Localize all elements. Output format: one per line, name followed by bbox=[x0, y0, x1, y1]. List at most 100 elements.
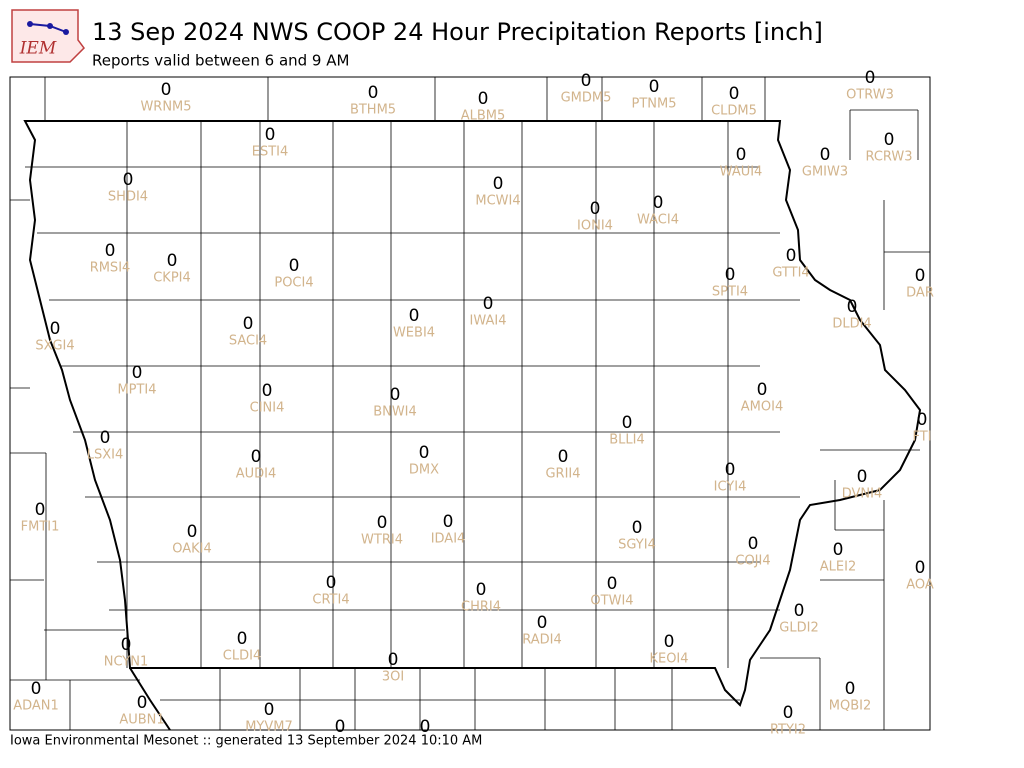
station-name: POCI4 bbox=[274, 276, 313, 291]
station-value: 0 bbox=[607, 574, 618, 594]
logo: IEM bbox=[11, 9, 85, 63]
station-name: BLLI4 bbox=[609, 433, 645, 448]
station-name: LSXI4 bbox=[87, 448, 124, 463]
station-name: IWAI4 bbox=[470, 314, 507, 329]
station-value: 0 bbox=[915, 266, 926, 286]
station-value: 0 bbox=[187, 522, 198, 542]
station-name: ADAN1 bbox=[13, 699, 59, 714]
station-value: 0 bbox=[237, 629, 248, 649]
station-value: 0 bbox=[483, 294, 494, 314]
station-name: SPTI4 bbox=[712, 285, 748, 300]
station-name: GRII4 bbox=[545, 467, 580, 482]
station-name: IONI4 bbox=[577, 219, 613, 234]
station-name: SACI4 bbox=[229, 334, 267, 349]
station-name: PTNM5 bbox=[632, 97, 677, 112]
station-name: CINI4 bbox=[250, 401, 285, 416]
station-value: 0 bbox=[243, 314, 254, 334]
map-frame bbox=[9, 76, 931, 731]
station-name: CKPI4 bbox=[153, 271, 191, 286]
station-name: MYVM7 bbox=[245, 720, 293, 735]
station-value: 0 bbox=[264, 700, 275, 720]
station-value: 0 bbox=[265, 125, 276, 145]
station-name: WRNM5 bbox=[140, 100, 191, 115]
station-value: 0 bbox=[786, 246, 797, 266]
station-value: 0 bbox=[31, 679, 42, 699]
subtitle: Reports valid between 6 and 9 AM bbox=[92, 52, 349, 70]
station-name: WEBI4 bbox=[393, 326, 435, 341]
station-name: SXGI4 bbox=[35, 339, 74, 354]
station-name: RADI4 bbox=[522, 633, 562, 648]
station-value: 0 bbox=[653, 193, 664, 213]
station-value: 0 bbox=[632, 518, 643, 538]
station-value: 0 bbox=[262, 381, 273, 401]
station-value: 0 bbox=[915, 558, 926, 578]
station-value: 0 bbox=[729, 84, 740, 104]
station-value: 0 bbox=[368, 83, 379, 103]
station-value: 0 bbox=[35, 500, 46, 520]
station-value: 0 bbox=[884, 130, 895, 150]
state-border bbox=[23, 120, 922, 707]
station-name: GLDI2 bbox=[779, 621, 818, 636]
station-name: RCRW3 bbox=[865, 150, 912, 165]
station-value: 0 bbox=[725, 460, 736, 480]
station-name: MPTI4 bbox=[117, 383, 156, 398]
station-value: 0 bbox=[736, 145, 747, 165]
station-name: CLDI4 bbox=[223, 649, 261, 664]
station-value: 0 bbox=[137, 693, 148, 713]
station-name: DAR bbox=[906, 286, 934, 301]
station-name: ALEI2 bbox=[820, 560, 856, 575]
station-name: AOA bbox=[906, 578, 934, 593]
station-name: SGYI4 bbox=[618, 538, 656, 553]
station-value: 0 bbox=[251, 447, 262, 467]
station-name: CHRI4 bbox=[461, 600, 501, 615]
station-value: 0 bbox=[388, 650, 399, 670]
station-name: GMIW3 bbox=[802, 165, 848, 180]
station-name: ALBM5 bbox=[461, 109, 506, 124]
station-name: CRTI4 bbox=[312, 593, 349, 608]
station-value: 0 bbox=[865, 68, 876, 88]
station-value: 0 bbox=[420, 717, 431, 737]
station-value: 0 bbox=[326, 573, 337, 593]
station-name: FTI bbox=[912, 430, 931, 445]
station-value: 0 bbox=[581, 71, 592, 91]
station-name: AMOI4 bbox=[741, 400, 783, 415]
station-name: RMSI4 bbox=[90, 261, 131, 276]
station-value: 0 bbox=[167, 251, 178, 271]
station-name: KEOI4 bbox=[649, 652, 688, 667]
station-name: ESTI4 bbox=[252, 145, 289, 160]
station-value: 0 bbox=[847, 297, 858, 317]
title: 13 Sep 2024 NWS COOP 24 Hour Precipitati… bbox=[92, 18, 823, 46]
station-name: FMTI1 bbox=[21, 520, 60, 535]
station-name: OTRW3 bbox=[846, 88, 894, 103]
station-value: 0 bbox=[105, 241, 116, 261]
station-name: GTTI4 bbox=[772, 266, 809, 281]
station-name: DLDI4 bbox=[832, 317, 871, 332]
station-value: 0 bbox=[558, 447, 569, 467]
station-name: NCYN1 bbox=[104, 655, 149, 670]
station-name: AUDI4 bbox=[236, 467, 277, 482]
station-name: GMDM5 bbox=[561, 91, 612, 106]
station-name: OTWI4 bbox=[590, 594, 633, 609]
station-value: 0 bbox=[748, 534, 759, 554]
station-name: COJI4 bbox=[735, 554, 770, 569]
station-value: 0 bbox=[478, 89, 489, 109]
station-name: 3OI bbox=[382, 670, 404, 685]
station-value: 0 bbox=[857, 467, 868, 487]
station-name: BNWI4 bbox=[373, 405, 417, 420]
station-value: 0 bbox=[100, 428, 111, 448]
station-value: 0 bbox=[820, 145, 831, 165]
station-name: DMX bbox=[409, 463, 439, 478]
station-value: 0 bbox=[833, 540, 844, 560]
station-name: WTRI4 bbox=[361, 533, 403, 548]
station-value: 0 bbox=[443, 512, 454, 532]
station-name: SHDI4 bbox=[108, 190, 148, 205]
station-value: 0 bbox=[161, 80, 172, 100]
station-value: 0 bbox=[622, 413, 633, 433]
station-value: 0 bbox=[783, 703, 794, 723]
station-name: WACI4 bbox=[637, 213, 679, 228]
station-value: 0 bbox=[794, 601, 805, 621]
station-name: CLDM5 bbox=[711, 104, 757, 119]
logo-text: IEM bbox=[19, 39, 57, 59]
footer: Iowa Environmental Mesonet :: generated … bbox=[10, 734, 482, 749]
station-value: 0 bbox=[132, 363, 143, 383]
